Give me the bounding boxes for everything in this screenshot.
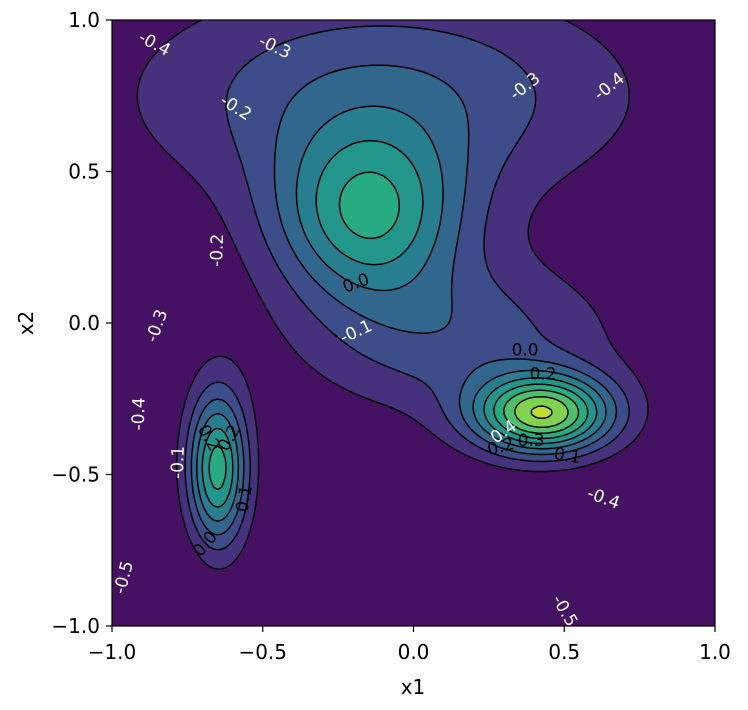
y-tick-label: −1.0 bbox=[51, 614, 100, 638]
x-tick-label: 0.0 bbox=[398, 640, 430, 664]
contour-label: 0.2 bbox=[530, 365, 557, 385]
contour-line bbox=[530, 405, 553, 420]
x-tick-label: 1.0 bbox=[699, 640, 731, 664]
contour-label: 0.1 bbox=[233, 484, 257, 514]
contour-label: -0.1 bbox=[168, 445, 189, 479]
contour-label: -0.4 bbox=[129, 397, 150, 431]
x-tick-label: −1.0 bbox=[88, 640, 137, 664]
contour-label: 0.1 bbox=[552, 444, 582, 468]
y-tick-label: −0.5 bbox=[51, 463, 100, 487]
contour-line bbox=[201, 139, 598, 508]
contour-line bbox=[184, 25, 630, 551]
y-tick-label: 1.0 bbox=[68, 8, 100, 32]
contour-line bbox=[190, 64, 618, 536]
y-tick-label: 0.0 bbox=[68, 311, 100, 335]
x-axis: −1.0 −0.5 0.0 0.5 1.0 bbox=[88, 626, 731, 664]
contour-line bbox=[503, 389, 580, 435]
contour-lines bbox=[136, 20, 649, 570]
contour-line bbox=[136, 20, 649, 570]
contour-line bbox=[514, 396, 569, 429]
x-tick-label: 0.5 bbox=[548, 640, 580, 664]
y-axis-label: x2 bbox=[14, 311, 38, 336]
contour-fill bbox=[112, 20, 715, 626]
y-tick-label: 0.5 bbox=[68, 160, 100, 184]
contour-line bbox=[208, 171, 589, 491]
contour-label: 0.3 bbox=[518, 431, 545, 451]
x-tick-label: −0.5 bbox=[238, 640, 287, 664]
contour-line bbox=[196, 105, 607, 522]
contour-label: 0.0 bbox=[512, 340, 539, 360]
contour-label: -0.2 bbox=[207, 233, 228, 267]
x-axis-label: x1 bbox=[401, 675, 426, 699]
y-axis: −1.0 −0.5 0.0 0.5 1.0 bbox=[51, 8, 112, 638]
